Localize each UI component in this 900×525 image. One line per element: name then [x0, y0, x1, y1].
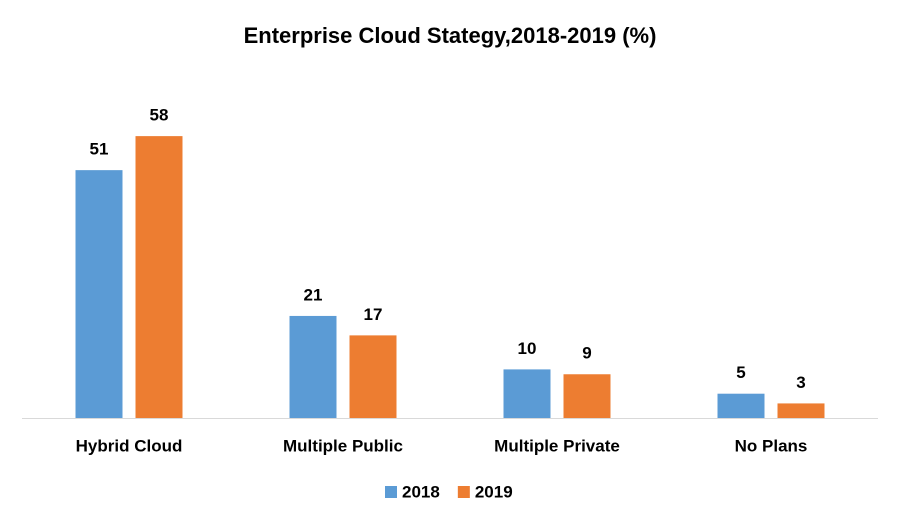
data-label: 9 — [582, 344, 591, 363]
legend-label: 2019 — [475, 482, 513, 501]
legend-swatch — [385, 486, 397, 498]
data-label: 5 — [736, 363, 745, 382]
bar — [563, 374, 611, 418]
x-tick-label: Hybrid Cloud — [76, 436, 183, 455]
data-label: 58 — [150, 106, 169, 125]
data-label: 17 — [364, 305, 383, 324]
bar — [135, 136, 183, 418]
x-tick-label: Multiple Private — [494, 436, 620, 455]
x-tick-label: No Plans — [735, 436, 808, 455]
bar — [289, 315, 337, 418]
bar — [349, 335, 397, 418]
bar — [777, 403, 825, 418]
data-label: 3 — [796, 373, 805, 392]
bar — [503, 369, 551, 418]
data-label: 21 — [304, 285, 323, 304]
legend-label: 2018 — [402, 482, 440, 501]
chart-title: Enterprise Cloud Stategy,2018-2019 (%) — [244, 23, 657, 48]
bar — [717, 393, 765, 418]
bar — [75, 170, 123, 418]
x-tick-label: Multiple Public — [283, 436, 403, 455]
data-label: 10 — [518, 339, 537, 358]
data-label: 51 — [90, 140, 109, 159]
legend-swatch — [457, 486, 470, 498]
